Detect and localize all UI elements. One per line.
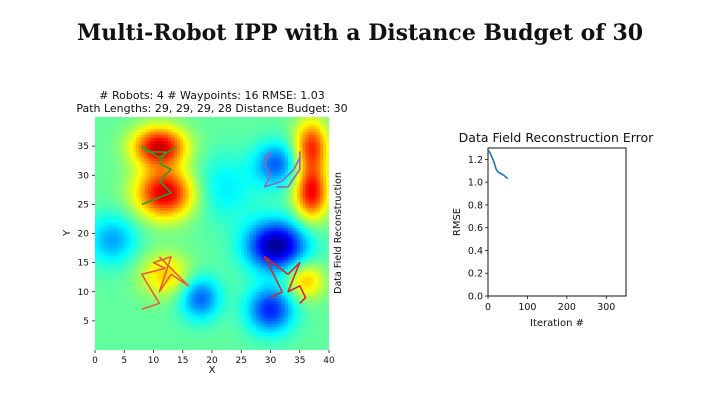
- x-tick-label: 25: [236, 356, 247, 366]
- x-tick-label: 20: [206, 356, 218, 366]
- path-robot-3: [141, 255, 190, 310]
- heatmap-y-ticks: 5 10 15 20 25 30 35: [78, 142, 95, 327]
- x-tick-label: 0: [92, 356, 98, 366]
- y-tick-label: 25: [78, 200, 89, 210]
- series-line-rmse: [487, 149, 509, 180]
- y-tick-label: 1.2: [468, 155, 483, 166]
- line-chart-frame: [487, 147, 627, 297]
- x-tick-label: 15: [177, 356, 188, 366]
- line-chart-title: Data Field Reconstruction Error: [459, 130, 654, 145]
- y-tick-label: 0.0: [468, 292, 483, 303]
- line-chart-y-ticks: 0.0 0.2 0.4 0.6 0.8 1.0 1.2: [468, 155, 488, 303]
- x-tick-label: 35: [294, 356, 305, 366]
- x-tick-label: 200: [558, 302, 576, 313]
- x-tick-label: 5: [121, 356, 127, 366]
- y-tick-label: 1.0: [468, 178, 483, 189]
- y-tick-label: 0.2: [468, 269, 483, 280]
- x-tick-label: 40: [323, 356, 335, 366]
- heatmap-title-line2: Path Lengths: 29, 29, 29, 28 Distance Bu…: [76, 102, 347, 115]
- y-tick-label: 0.4: [468, 246, 483, 257]
- x-tick-label: 10: [148, 356, 160, 366]
- path-robot-2: [263, 151, 301, 188]
- x-tick-label: 300: [597, 302, 615, 313]
- y-tick-label: 30: [78, 171, 90, 181]
- x-tick-label: 100: [518, 302, 536, 313]
- page-title: Multi-Robot IPP with a Distance Budget o…: [76, 20, 644, 46]
- heatmap-field: [95, 117, 329, 350]
- colorbar-label: Data Field Reconstruction: [333, 172, 344, 294]
- line-chart-x-label: Iteration #: [530, 318, 584, 329]
- line-chart-x-ticks: 0 100 200 300: [485, 296, 615, 313]
- heatmap-x-label: X: [209, 365, 216, 376]
- y-tick-label: 0.6: [468, 223, 483, 234]
- x-tick-label: 30: [265, 356, 277, 366]
- path-robot-4: [263, 255, 307, 304]
- heatmap-title-line1: # Robots: 4 # Waypoints: 16 RMSE: 1.03: [99, 89, 324, 102]
- line-chart-series: [487, 149, 509, 180]
- path-robot-1: [141, 145, 178, 206]
- y-tick-label: 15: [78, 259, 89, 269]
- line-chart-y-label: RMSE: [452, 208, 463, 236]
- y-tick-label: 5: [83, 317, 89, 327]
- robot-paths: [141, 145, 307, 310]
- y-tick-label: 20: [78, 230, 90, 240]
- y-tick-label: 35: [78, 142, 89, 152]
- x-tick-label: 0: [485, 302, 491, 313]
- y-tick-label: 0.8: [468, 200, 483, 211]
- heatmap-y-label: Y: [62, 229, 73, 237]
- y-tick-label: 10: [78, 288, 90, 298]
- heatmap-x-ticks: 0 5 10 15 20 25 30 35 40: [92, 350, 335, 366]
